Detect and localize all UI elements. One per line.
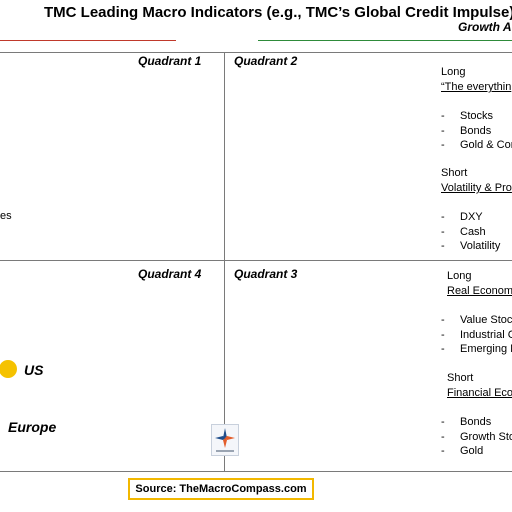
list-item: Gold & Com bbox=[441, 138, 512, 153]
list-item: DXY bbox=[441, 210, 500, 225]
list-item: Volatility bbox=[441, 239, 500, 254]
page-title: TMC Leading Macro Indicators (e.g., TMC’… bbox=[44, 4, 512, 21]
middle-divider bbox=[0, 260, 512, 261]
quadrant-1-text-fragment: es bbox=[0, 210, 12, 222]
q2-long-theme: “The everythin bbox=[441, 81, 512, 93]
list-item: Growth Sto bbox=[441, 430, 512, 445]
list-item: Bonds bbox=[441, 415, 512, 430]
q2-short-label: Short bbox=[441, 167, 468, 179]
list-item: Stocks bbox=[441, 109, 512, 124]
q3-long-theme: Real Econom bbox=[447, 285, 512, 297]
europe-label: Europe bbox=[8, 419, 57, 435]
q2-short-theme: Volatility & Pro bbox=[441, 182, 512, 194]
q3-short-theme: Financial Econ bbox=[447, 387, 512, 399]
q3-long-list: Value Stoc Industrial C Emerging M bbox=[441, 313, 512, 357]
us-label: US bbox=[24, 362, 44, 378]
quadrant-4-label: Quadrant 4 bbox=[138, 267, 202, 281]
list-item: Emerging M bbox=[441, 342, 512, 357]
list-item: Value Stoc bbox=[441, 313, 512, 328]
q3-short-label: Short bbox=[447, 372, 474, 384]
quadrant-1-label: Quadrant 1 bbox=[138, 54, 202, 68]
q2-long-label: Long bbox=[441, 66, 466, 78]
quadrant-2-label: Quadrant 2 bbox=[234, 54, 298, 68]
right-header-rule bbox=[258, 40, 512, 41]
q2-short-list: DXY Cash Volatility bbox=[441, 210, 500, 254]
macro-compass-logo-icon bbox=[211, 424, 239, 456]
us-marker-dot bbox=[0, 360, 17, 378]
list-item: Cash bbox=[441, 225, 500, 240]
list-item: Bonds bbox=[441, 124, 512, 139]
vertical-divider bbox=[224, 52, 225, 472]
bottom-divider bbox=[0, 471, 512, 472]
list-item: Gold bbox=[441, 444, 512, 459]
q3-short-list: Bonds Growth Sto Gold bbox=[441, 415, 512, 459]
left-header-rule bbox=[0, 40, 176, 41]
compass-icon bbox=[215, 428, 235, 452]
growth-axis-label: Growth A bbox=[458, 20, 512, 34]
top-divider bbox=[0, 52, 512, 53]
list-item: Industrial C bbox=[441, 328, 512, 343]
source-citation: Source: TheMacroCompass.com bbox=[128, 478, 314, 500]
q2-long-list: Stocks Bonds Gold & Com bbox=[441, 109, 512, 153]
quadrant-3-label: Quadrant 3 bbox=[234, 267, 298, 281]
q3-long-label: Long bbox=[447, 270, 472, 282]
